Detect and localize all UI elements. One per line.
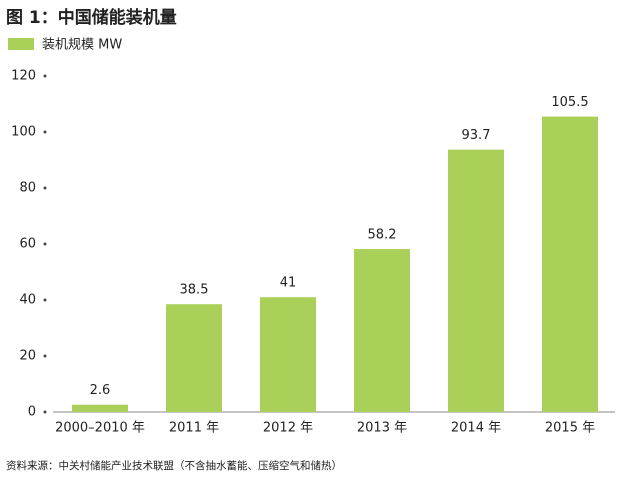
value-label: 58.2	[368, 228, 397, 243]
x-tick-label: 2011 年	[169, 421, 219, 436]
bar	[166, 304, 222, 412]
y-tick-label: 100	[11, 125, 36, 140]
chart-title: 图 1：中国储能装机量	[6, 7, 177, 28]
y-tick-mark	[43, 186, 47, 190]
y-tick-label: 40	[19, 293, 36, 308]
value-label: 93.7	[462, 128, 491, 143]
bar	[542, 116, 598, 412]
value-label: 38.5	[180, 283, 209, 298]
value-label: 2.6	[90, 383, 111, 398]
y-tick-mark	[43, 242, 47, 246]
source-note: 资料来源：中关村储能产业技术联盟（不含抽水蓄能、压缩空气和储热）	[6, 459, 342, 472]
y-tick-label: 60	[19, 237, 36, 252]
value-label: 41	[280, 276, 297, 291]
legend-swatch	[8, 38, 34, 50]
y-tick-mark	[43, 130, 47, 134]
x-tick-label: 2000–2010 年	[55, 421, 145, 436]
bar	[72, 404, 128, 412]
y-tick-label: 120	[11, 69, 36, 84]
y-tick-mark	[43, 354, 47, 358]
y-tick-label: 0	[28, 405, 36, 420]
y-tick-label: 80	[19, 181, 36, 196]
value-label: 105.5	[551, 95, 588, 110]
y-tick-label: 20	[19, 349, 36, 364]
x-tick-label: 2014 年	[451, 421, 501, 436]
y-tick-mark	[43, 298, 47, 302]
y-tick-mark	[43, 74, 47, 78]
legend-label: 装机规模 MW	[42, 38, 122, 53]
bar	[354, 249, 410, 412]
x-tick-label: 2013 年	[357, 421, 407, 436]
bar	[260, 297, 316, 412]
bar	[448, 149, 504, 412]
y-tick-mark	[43, 410, 47, 414]
x-tick-label: 2015 年	[545, 421, 595, 436]
x-tick-label: 2012 年	[263, 421, 313, 436]
